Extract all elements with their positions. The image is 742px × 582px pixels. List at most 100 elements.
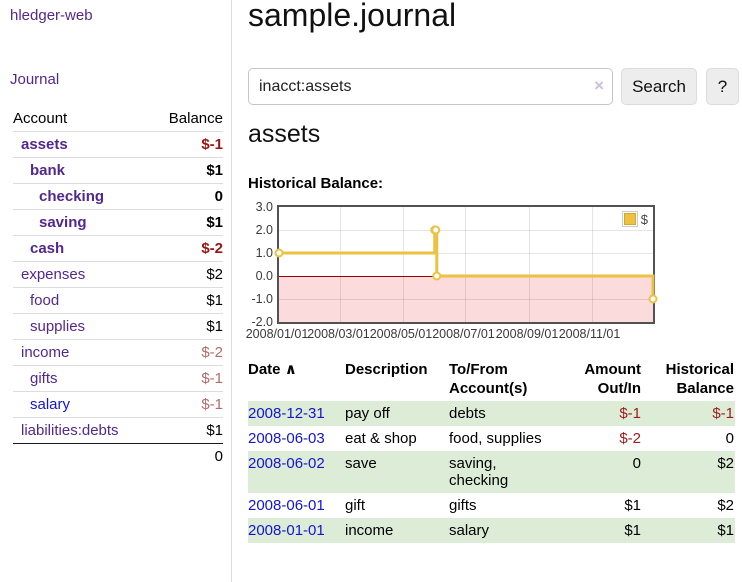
account-balance: 0 — [151, 183, 223, 210]
x-axis-tick-label: 2008/11/01 — [558, 327, 621, 341]
register-header-row: Date ∧ Description To/From Account(s) Am… — [248, 357, 735, 401]
register-table: Date ∧ Description To/From Account(s) Am… — [248, 357, 735, 543]
transaction-date-link[interactable]: 2008-12-31 — [248, 405, 325, 422]
account-row: expenses $2 — [13, 261, 223, 288]
accounts-cell: debts — [449, 405, 486, 422]
accounts-cell: gifts — [449, 497, 477, 514]
account-link[interactable]: liabilities:debts — [21, 422, 119, 439]
account-row: bank $1 — [13, 157, 223, 184]
description-cell: gift — [345, 497, 366, 514]
balance-cell: 0 — [725, 430, 734, 447]
data-point-marker — [648, 294, 658, 304]
account-balance: $-2 — [151, 339, 223, 366]
account-column-header: Account — [13, 110, 68, 127]
description-cell: eat & shop — [345, 430, 417, 447]
h-gridline — [279, 230, 653, 231]
sidebar: hledger-web Journal Account Balance asse… — [0, 0, 232, 582]
accounts-cell: food, supplies — [449, 430, 542, 447]
account-link[interactable]: checking — [39, 188, 105, 205]
legend-color-box — [621, 211, 638, 227]
date-column-header[interactable]: Date ∧ — [248, 357, 345, 401]
accounts-cell: saving, checking — [449, 455, 509, 489]
account-link[interactable]: saving — [39, 214, 87, 231]
account-link[interactable]: bank — [30, 162, 66, 179]
v-gridline — [340, 207, 342, 322]
sort-ascending-icon: ∧ — [284, 361, 297, 378]
account-balance: $1 — [151, 209, 223, 236]
balance-step-line — [274, 225, 658, 304]
h-gridline — [279, 253, 653, 254]
x-axis-tick-label: 2008/07/01 — [432, 327, 495, 341]
account-row: gifts $-1 — [13, 365, 223, 392]
account-link[interactable]: salary — [30, 396, 71, 413]
transaction-date-link[interactable]: 2008-06-02 — [248, 455, 325, 472]
v-gridline — [402, 207, 404, 322]
app-title-link[interactable]: hledger-web — [10, 7, 93, 24]
accounts-total-value: 0 — [151, 443, 223, 469]
search-field-wrapper: × — [248, 68, 613, 105]
v-gridline — [591, 207, 593, 322]
account-row: cash $-2 — [13, 235, 223, 262]
account-row: liabilities:debts $1 — [13, 417, 223, 444]
account-row: supplies $1 — [13, 313, 223, 340]
account-balance: $-1 — [151, 365, 223, 392]
amount-column-header: Amount Out/In — [584, 361, 641, 397]
register-row: 2008-01-01 income salary $1 $1 — [248, 518, 735, 543]
account-link[interactable]: expenses — [21, 266, 86, 283]
account-link[interactable]: supplies — [30, 318, 86, 335]
y-axis-tick-label: 0.0 — [255, 269, 273, 283]
description-cell: save — [345, 455, 377, 472]
register-row: 2008-12-31 pay off debts $-1 $-1 — [248, 401, 735, 426]
search-button[interactable]: Search — [621, 68, 697, 105]
register-row: 2008-06-03 eat & shop food, supplies $-2 0 — [248, 426, 735, 451]
search-input[interactable] — [248, 68, 613, 105]
x-axis-tick-label: 2008/03/01 — [307, 327, 370, 341]
help-button[interactable]: ? — [706, 68, 739, 105]
y-axis-tick-label: -2.0 — [251, 315, 273, 329]
x-axis-tick-label: 2008/05/01 — [369, 327, 433, 341]
amount-cell: $-1 — [619, 405, 641, 422]
clear-search-icon[interactable]: × — [594, 76, 604, 95]
account-link[interactable]: gifts — [30, 370, 58, 387]
amount-cell: $1 — [624, 522, 641, 539]
historical-balance-chart: $ 3.0 2.0 1.0 0.0 -1.0 -2.0 2008/01/01 2008/03… — [246, 200, 742, 353]
data-point-marker — [432, 271, 442, 281]
y-axis-tick-label: 3.0 — [255, 200, 273, 214]
account-link[interactable]: assets — [21, 136, 68, 153]
transaction-date-link[interactable]: 2008-06-03 — [248, 430, 325, 447]
accounts-balance-table: Account Balance assets $-1 bank $1 checking 0… — [13, 106, 223, 469]
accounts-table-header-row: Account Balance — [13, 106, 223, 132]
transaction-date-link[interactable]: 2008-06-01 — [248, 497, 325, 514]
account-balance: $-2 — [151, 235, 223, 262]
account-heading: assets — [248, 120, 321, 148]
account-balance: $1 — [151, 287, 223, 314]
date-cell: 2008-06-02 — [248, 451, 345, 493]
account-link[interactable]: food — [30, 292, 60, 309]
legend-series-swatch — [623, 213, 636, 225]
total-spacer — [13, 443, 152, 469]
sidebar-item-journal[interactable]: Journal — [10, 71, 60, 88]
register-row: 2008-06-01 gift gifts $1 $2 — [248, 493, 735, 518]
account-row: assets $-1 — [13, 131, 223, 158]
amount-cell: $1 — [624, 497, 641, 514]
account-balance: $-1 — [151, 131, 223, 158]
data-point-marker — [431, 225, 441, 235]
transaction-date-link[interactable]: 2008-01-01 — [248, 522, 325, 539]
chart-plot-area[interactable]: $ — [274, 205, 658, 324]
date-cell: 2008-12-31 — [248, 401, 345, 426]
description-column-header: Description — [345, 361, 428, 378]
data-point-marker — [274, 248, 284, 258]
date-cell: 2008-01-01 — [248, 518, 345, 543]
balance-column-header-main: Historical Balance — [665, 361, 734, 397]
accounts-cell: salary — [449, 522, 490, 539]
search-form: × Search ? — [248, 68, 742, 105]
account-balance: $-1 — [151, 391, 223, 418]
account-link[interactable]: income — [21, 344, 70, 361]
description-cell: income — [345, 522, 394, 539]
main-content: sample.journal × Search ? assets Histori… — [246, 0, 742, 582]
y-axis-tick-label: -1.0 — [251, 292, 273, 306]
balance-cell: $1 — [717, 522, 734, 539]
account-link[interactable]: cash — [30, 240, 65, 257]
h-gridline — [279, 299, 653, 300]
v-gridline — [465, 207, 467, 322]
